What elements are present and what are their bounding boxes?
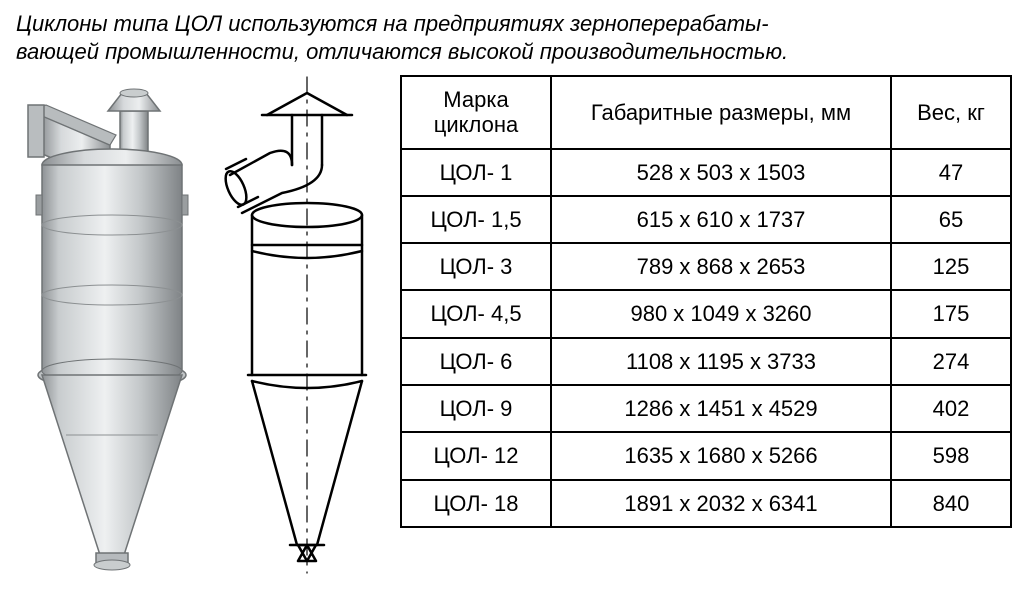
cell-model: ЦОЛ- 6 (401, 338, 551, 385)
th-model: Марка циклона (401, 76, 551, 149)
cell-dims: 789 x 868 x 2653 (551, 243, 891, 290)
cell-model: ЦОЛ- 12 (401, 432, 551, 479)
cell-weight: 840 (891, 480, 1011, 527)
cell-weight: 65 (891, 196, 1011, 243)
cell-model: ЦОЛ- 1,5 (401, 196, 551, 243)
cell-dims: 1108 x 1195 x 3733 (551, 338, 891, 385)
intro-text: Циклоны типа ЦОЛ используются на предпри… (16, 10, 1008, 65)
table-row: ЦОЛ- 9 1286 x 1451 x 4529 402 (401, 385, 1011, 432)
cell-dims: 615 x 610 x 1737 (551, 196, 891, 243)
cell-model: ЦОЛ- 18 (401, 480, 551, 527)
cell-dims: 980 x 1049 x 3260 (551, 290, 891, 337)
cell-dims: 1286 x 1451 x 4529 (551, 385, 891, 432)
cyclone-schematic (212, 75, 392, 575)
intro-line1: Циклоны типа ЦОЛ используются на предпри… (16, 11, 769, 36)
cell-model: ЦОЛ- 1 (401, 149, 551, 196)
cell-weight: 402 (891, 385, 1011, 432)
cell-dims: 1891 x 2032 x 6341 (551, 480, 891, 527)
table-header-row: Марка циклона Габаритные размеры, мм Вес… (401, 76, 1011, 149)
cell-dims: 528 x 503 x 1503 (551, 149, 891, 196)
th-dims: Габаритные размеры, мм (551, 76, 891, 149)
table-row: ЦОЛ- 1 528 x 503 x 1503 47 (401, 149, 1011, 196)
cell-model: ЦОЛ- 9 (401, 385, 551, 432)
cell-weight: 274 (891, 338, 1011, 385)
cyclone-render (12, 75, 212, 575)
cell-model: ЦОЛ- 3 (401, 243, 551, 290)
table-row: ЦОЛ- 1,5 615 x 610 x 1737 65 (401, 196, 1011, 243)
th-weight: Вес, кг (891, 76, 1011, 149)
table-row: ЦОЛ- 12 1635 x 1680 x 5266 598 (401, 432, 1011, 479)
cell-model: ЦОЛ- 4,5 (401, 290, 551, 337)
cell-weight: 125 (891, 243, 1011, 290)
cell-weight: 47 (891, 149, 1011, 196)
table-row: ЦОЛ- 18 1891 x 2032 x 6341 840 (401, 480, 1011, 527)
cell-dims: 1635 x 1680 x 5266 (551, 432, 891, 479)
cell-weight: 175 (891, 290, 1011, 337)
table-row: ЦОЛ- 4,5 980 x 1049 x 3260 175 (401, 290, 1011, 337)
table-row: ЦОЛ- 6 1108 x 1195 x 3733 274 (401, 338, 1011, 385)
spec-table: Марка циклона Габаритные размеры, мм Вес… (400, 75, 1012, 528)
intro-line2: вающей промышленности, отличаются высоко… (16, 39, 788, 64)
cell-weight: 598 (891, 432, 1011, 479)
table-row: ЦОЛ- 3 789 x 868 x 2653 125 (401, 243, 1011, 290)
